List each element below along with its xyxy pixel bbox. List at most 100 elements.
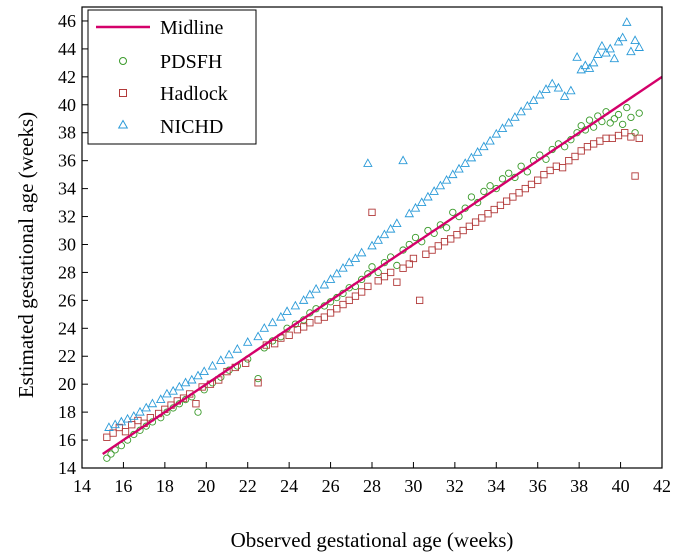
- pdsfh-point: [610, 115, 619, 123]
- nichd-point: [379, 229, 390, 239]
- pdsfh-point: [449, 208, 457, 217]
- nichd-point: [135, 406, 145, 416]
- x-tick-label: 36: [529, 476, 547, 496]
- nichd-point: [597, 40, 607, 50]
- pdsfh-point: [393, 261, 401, 270]
- y-tick-label: 46: [58, 11, 76, 31]
- hadlock-point: [368, 208, 376, 217]
- hadlock-point: [364, 282, 372, 291]
- hadlock-point: [459, 226, 467, 235]
- nichd-point: [110, 419, 120, 429]
- hadlock-point: [509, 193, 517, 201]
- hadlock-point: [409, 254, 418, 263]
- nichd-point: [634, 42, 644, 51]
- y-tick-label: 14: [58, 458, 76, 478]
- nichd-point: [367, 240, 377, 250]
- nichd-point: [344, 257, 354, 267]
- nichd-point: [572, 52, 582, 61]
- nichd-point: [162, 388, 172, 398]
- y-tick-label: 34: [58, 179, 76, 199]
- nichd-point: [155, 394, 166, 403]
- hadlock-point: [571, 152, 579, 161]
- pdsfh-point: [103, 454, 111, 462]
- nichd-point: [356, 247, 367, 257]
- pdsfh-point: [467, 193, 476, 201]
- nichd-point: [216, 355, 226, 364]
- hadlock-point: [565, 157, 573, 165]
- legend-item-pdsfh: PDSFH: [119, 51, 222, 73]
- nichd-point: [385, 223, 396, 233]
- hadlock-point: [490, 205, 498, 214]
- y-tick-label: 44: [58, 39, 76, 59]
- hadlock-point: [552, 162, 561, 170]
- nichd-point: [311, 283, 321, 293]
- x-tick-label: 18: [156, 476, 174, 496]
- pdsfh-point: [618, 120, 627, 128]
- nichd-point: [147, 398, 158, 408]
- nichd-point: [276, 311, 286, 321]
- legend-pdsfh-marker: [119, 57, 127, 65]
- nichd-point: [224, 349, 234, 359]
- legend-item-hadlock: Hadlock: [119, 83, 228, 105]
- nichd-point: [332, 268, 342, 278]
- pdsfh-point: [107, 450, 115, 458]
- x-tick-label: 16: [114, 476, 132, 496]
- hadlock-point: [546, 166, 554, 175]
- hadlock-point: [134, 416, 142, 425]
- nichd-point: [174, 381, 185, 391]
- nichd-point: [180, 377, 191, 387]
- x-tick-label: 20: [197, 476, 215, 496]
- nichd-point: [601, 47, 611, 57]
- hadlock-point: [602, 134, 610, 142]
- pdsfh-point: [357, 275, 366, 284]
- x-axis-title: Observed gestational age (weeks): [231, 528, 514, 552]
- x-tick-label: 40: [612, 476, 630, 496]
- nichd-point: [242, 337, 253, 346]
- hadlock-point: [415, 296, 424, 305]
- legend-label-nichd: NICHD: [160, 116, 223, 138]
- nichd-point: [404, 208, 415, 218]
- nichd-point: [373, 235, 383, 244]
- pdsfh-point: [505, 169, 513, 177]
- y-tick-label: 18: [58, 402, 76, 422]
- nichd-point: [259, 323, 270, 332]
- hadlock-point: [502, 197, 511, 205]
- nichd-point: [576, 64, 586, 74]
- nichd-point: [617, 32, 628, 42]
- nichd-point: [116, 416, 127, 426]
- y-tick-label: 40: [58, 95, 76, 115]
- y-axis-title: Estimated gestational age (weeks): [14, 112, 38, 398]
- nichd-point: [593, 49, 603, 58]
- nichd-point: [435, 180, 446, 190]
- hadlock-point: [440, 238, 449, 246]
- nichd-point: [325, 274, 336, 283]
- y-tick-label: 22: [58, 346, 76, 366]
- nichd-point: [122, 413, 133, 423]
- hadlock-point: [596, 137, 604, 145]
- nichd-point: [588, 57, 599, 67]
- y-tick-label: 20: [58, 374, 76, 394]
- x-tick-label: 24: [280, 476, 298, 496]
- hadlock-point: [306, 319, 314, 327]
- pdsfh-point: [480, 187, 488, 196]
- nichd-point: [338, 262, 348, 272]
- legend-label-midline: Midline: [160, 17, 223, 39]
- hadlock-point: [345, 296, 353, 305]
- hadlock-point: [631, 172, 639, 180]
- midline: [102, 75, 663, 456]
- hadlock-point: [103, 433, 111, 441]
- nichd-point: [168, 385, 178, 395]
- nichd-point: [193, 370, 203, 380]
- x-tick-label: 32: [446, 476, 464, 496]
- hadlock-point: [478, 214, 486, 222]
- nichd-point: [479, 141, 489, 151]
- hadlock-point: [614, 131, 623, 140]
- nichd-point: [559, 91, 570, 100]
- hadlock-point: [351, 292, 360, 300]
- y-tick-label: 28: [58, 262, 76, 282]
- nichd-point: [522, 100, 533, 110]
- nichd-point: [630, 35, 640, 44]
- nichd-point: [497, 123, 508, 132]
- x-tick-label: 22: [239, 476, 257, 496]
- nichd-point: [516, 106, 526, 116]
